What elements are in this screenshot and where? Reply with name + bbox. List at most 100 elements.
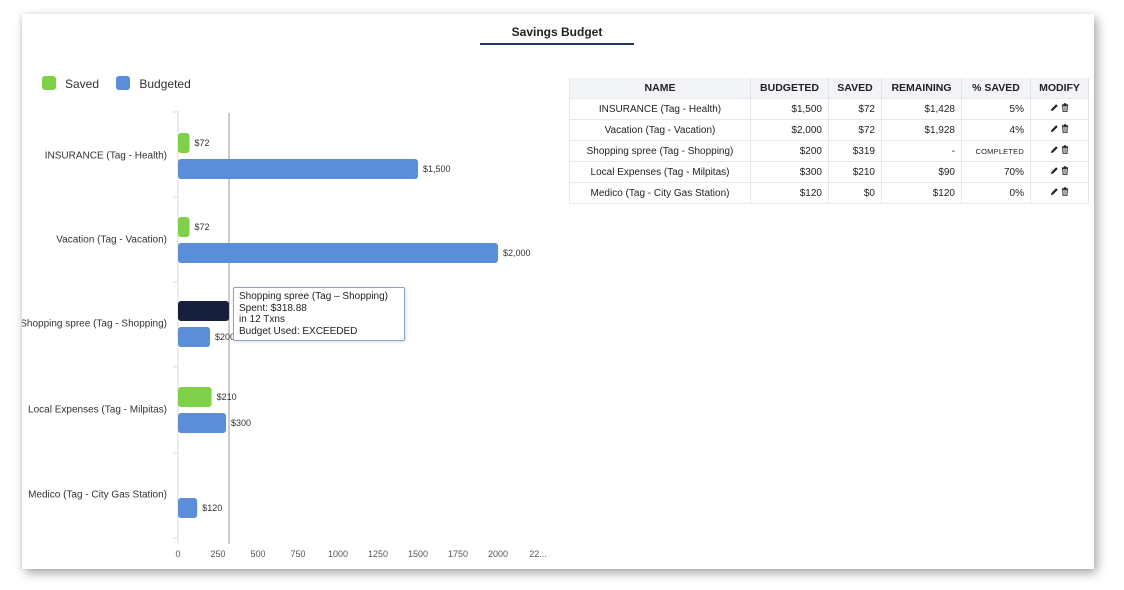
tab-savings-budget[interactable]: Savings Budget — [511, 25, 603, 39]
tooltip-spent: Spent: $318.88 — [239, 302, 307, 314]
x-tick-label: 500 — [250, 549, 265, 559]
budgeted-bar[interactable] — [178, 413, 226, 433]
cell-saved: $72 — [828, 119, 882, 141]
table-row: Shopping spree (Tag - Shopping) $200 $319-… — [569, 140, 1089, 162]
x-tick-label: 1000 — [328, 549, 348, 559]
saved-bar[interactable] — [178, 133, 190, 153]
column-header-percent-saved[interactable]: % SAVED — [961, 78, 1031, 99]
table-row: INSURANCE (Tag - Health) $1,500 $72 $1,428 5… — [569, 98, 1089, 120]
pencil-icon[interactable] — [1050, 124, 1059, 136]
cell-saved: $210 — [828, 161, 882, 183]
column-header-saved[interactable]: SAVED — [828, 78, 882, 99]
table-row: Vacation (Tag - Vacation) $2,000 $72 $1,928… — [569, 119, 1089, 141]
legend-label-budgeted: Budgeted — [139, 77, 191, 92]
cell-modify — [1030, 98, 1089, 120]
budgeted-value-label: $120 — [202, 503, 222, 513]
pencil-icon[interactable] — [1050, 145, 1059, 157]
x-tick-label: 1500 — [408, 549, 428, 559]
legend-label-saved: Saved — [65, 77, 100, 92]
saved-value-label: $210 — [217, 392, 237, 402]
legend-swatch-saved — [42, 76, 56, 91]
cell-budgeted: $2,000 — [750, 119, 829, 141]
x-tick-label: 1250 — [368, 549, 388, 559]
saved-bar[interactable] — [178, 217, 190, 237]
legend-item-budgeted[interactable]: Budgeted — [116, 76, 191, 92]
budgeted-bar[interactable] — [178, 159, 418, 179]
category-label: Local Expenses (Tag - Milpitas) — [28, 405, 167, 416]
table-header-row: NAME BUDGETED SAVED REMAINING % SAVED MO… — [569, 78, 1089, 99]
legend-swatch-budgeted — [116, 76, 131, 91]
pencil-icon[interactable] — [1050, 103, 1059, 115]
savings-bar-chart: 0 250 500 750 1000 1250 1500 1750 2000 22... INSUR… — [22, 110, 547, 559]
budgeted-bar[interactable] — [178, 243, 498, 263]
chart-tooltip: Shopping spree (Tag – Shopping) Spent: $… — [233, 287, 405, 341]
cell-name: Vacation (Tag - Vacation) — [569, 119, 751, 141]
cell-name: Medico (Tag - City Gas Station) — [569, 182, 751, 204]
cell-remaining: $1,928 — [881, 119, 962, 141]
budgeted-value-label: $200 — [215, 332, 235, 342]
budget-table-container: NAME BUDGETED SAVED REMAINING % SAVED MO… — [569, 78, 1089, 204]
budgeted-bar[interactable] — [178, 327, 210, 347]
cell-saved: $0 — [828, 182, 882, 204]
cell-remaining: $120 — [881, 182, 962, 204]
chart-legend: Saved Budgeted — [42, 76, 205, 91]
budgeted-value-label: $300 — [231, 418, 251, 428]
cell-remaining: $90 — [881, 161, 962, 183]
x-tick-label: 22... — [529, 549, 547, 559]
saved-bar[interactable] — [178, 387, 212, 407]
trash-icon[interactable] — [1061, 166, 1069, 178]
cell-saved: $72 — [828, 98, 882, 120]
column-header-modify: MODIFY — [1030, 78, 1089, 99]
x-tick-label: 2000 — [488, 549, 508, 559]
cell-percent-saved: 4% — [961, 119, 1031, 141]
tooltip-title: Shopping spree (Tag – Shopping) — [239, 291, 388, 302]
cell-budgeted: $200 — [750, 140, 829, 162]
trash-icon[interactable] — [1061, 103, 1069, 115]
column-header-name[interactable]: NAME — [569, 78, 751, 99]
cell-remaining: $1,428 — [881, 98, 962, 120]
category-label: INSURANCE (Tag - Health) — [45, 151, 167, 162]
category-label: Shopping spree (Tag - Shopping) — [22, 319, 167, 330]
cell-budgeted: $120 — [750, 182, 829, 204]
x-tick-label: 0 — [175, 549, 180, 559]
table-row: Local Expenses (Tag - Milpitas) $300 $210 $… — [569, 161, 1089, 183]
cell-percent-saved: 5% — [961, 98, 1031, 120]
active-tab-indicator — [480, 43, 634, 45]
cell-name: Shopping spree (Tag - Shopping) — [569, 140, 751, 162]
legend-item-saved[interactable]: Saved — [42, 76, 99, 91]
cell-modify — [1030, 182, 1089, 204]
x-tick-label: 750 — [290, 549, 305, 559]
trash-icon[interactable] — [1061, 187, 1069, 199]
category-label: Vacation (Tag - Vacation) — [56, 235, 167, 246]
cell-name: INSURANCE (Tag - Health) — [569, 98, 751, 120]
budgeted-value-label: $1,500 — [423, 164, 451, 174]
cell-percent-saved: 70% — [961, 161, 1031, 183]
saved-value-label: $72 — [195, 222, 210, 232]
cell-modify — [1030, 140, 1089, 162]
cell-percent-saved: 0% — [961, 182, 1031, 204]
pencil-icon[interactable] — [1050, 187, 1059, 199]
trash-icon[interactable] — [1061, 124, 1069, 136]
savings-budget-panel: Savings Budget Saved Budgeted 0 250 500 750… — [22, 14, 1094, 569]
budgeted-value-label: $2,000 — [503, 248, 531, 258]
table-row: Medico (Tag - City Gas Station) $120 $0 $12… — [569, 182, 1089, 204]
x-tick-label: 1750 — [448, 549, 468, 559]
cell-budgeted: $300 — [750, 161, 829, 183]
budgeted-bar[interactable] — [178, 498, 198, 518]
cell-percent-saved: COMPLETED — [961, 140, 1031, 162]
cell-remaining: - — [881, 140, 962, 162]
column-header-remaining[interactable]: REMAINING — [881, 78, 962, 99]
tooltip-budget-used: Budget Used: EXCEEDED — [239, 325, 358, 337]
trash-icon[interactable] — [1061, 145, 1069, 157]
saved-value-label: $72 — [195, 138, 210, 148]
cell-budgeted: $1,500 — [750, 98, 829, 120]
cell-modify — [1030, 161, 1089, 183]
column-header-budgeted[interactable]: BUDGETED — [750, 78, 829, 99]
tooltip-txns: in 12 Txns — [239, 314, 285, 325]
cell-modify — [1030, 119, 1089, 141]
cell-saved: $319 — [828, 140, 882, 162]
x-tick-label: 250 — [210, 549, 225, 559]
pencil-icon[interactable] — [1050, 166, 1059, 178]
saved-bar[interactable] — [178, 301, 230, 321]
cell-name: Local Expenses (Tag - Milpitas) — [569, 161, 751, 183]
